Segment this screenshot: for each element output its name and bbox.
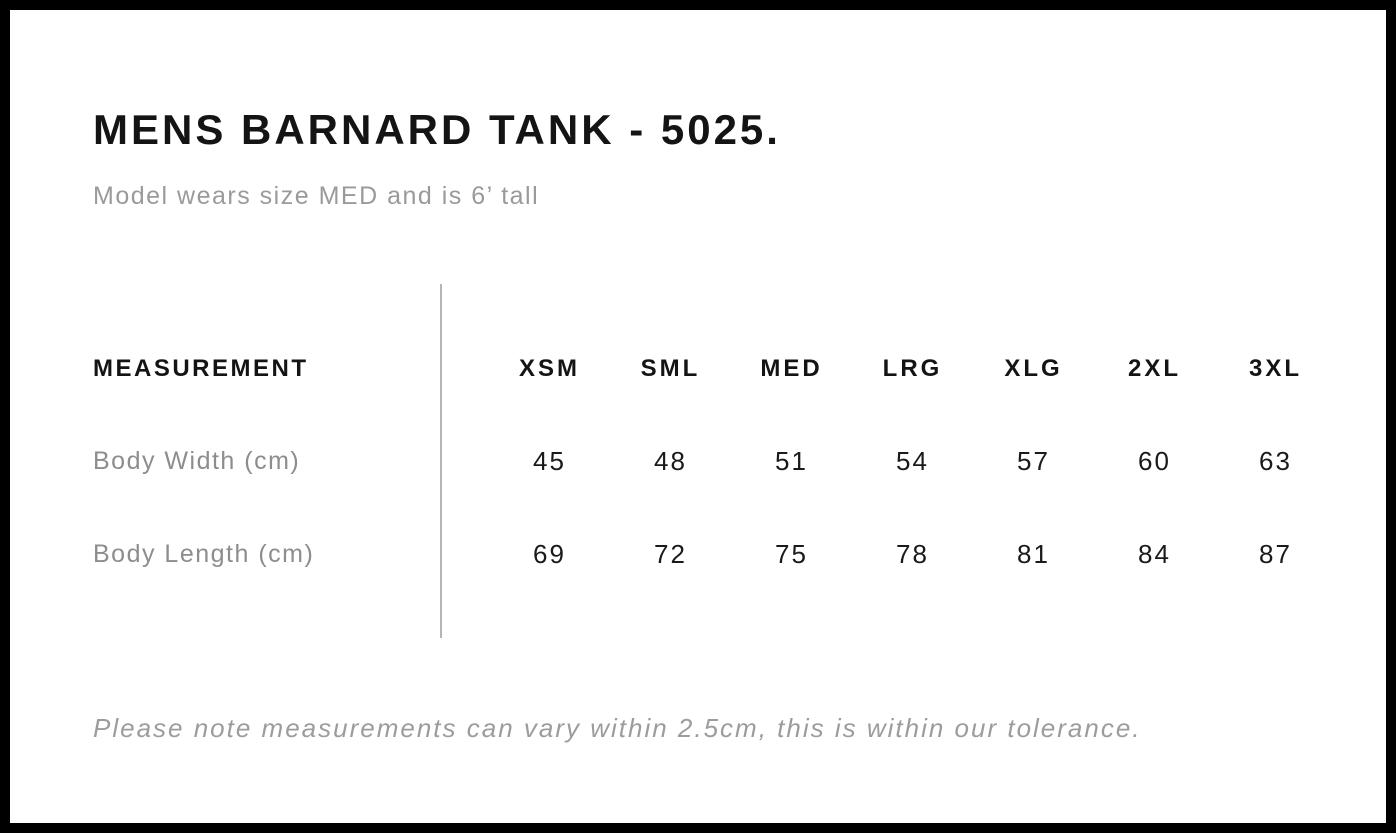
size-table-header-row: MEASUREMENT XSM SML MED LRG XLG 2XL 3XL: [93, 322, 1336, 415]
page-title: MENS BARNARD TANK - 5025.: [93, 106, 781, 153]
body-length-sml: 72: [654, 539, 687, 569]
size-col-header-3xl: 3XL: [1248, 354, 1302, 382]
size-col-header-med: MED: [760, 354, 823, 382]
body-width-3xl: 63: [1259, 446, 1292, 476]
size-col-header-2xl: 2XL: [1127, 354, 1181, 382]
body-width-med: 51: [775, 446, 808, 476]
body-width-2xl: 60: [1138, 446, 1171, 476]
body-length-med: 75: [775, 539, 808, 569]
body-length-xsm: 69: [533, 539, 566, 569]
size-col-header-lrg: LRG: [882, 354, 943, 382]
body-length-row: Body Length (cm) 69 72 75 78 81 84 87: [93, 508, 1336, 601]
body-length-lrg: 78: [896, 539, 929, 569]
row-label-body-width: Body Width (cm): [93, 447, 301, 475]
body-length-3xl: 87: [1259, 539, 1292, 569]
measurement-column-header: MEASUREMENT: [93, 354, 309, 382]
size-table: MEASUREMENT XSM SML MED LRG XLG 2XL 3XL …: [93, 322, 1336, 601]
body-length-2xl: 84: [1138, 539, 1171, 569]
body-width-row: Body Width (cm) 45 48 51 54 57 60 63: [93, 415, 1336, 508]
tolerance-note: Please note measurements can vary within…: [93, 713, 1142, 743]
body-width-xsm: 45: [533, 446, 566, 476]
body-length-xlg: 81: [1017, 539, 1050, 569]
body-width-lrg: 54: [896, 446, 929, 476]
row-label-body-length: Body Length (cm): [93, 540, 315, 568]
column-divider: [440, 284, 442, 638]
body-width-sml: 48: [654, 446, 687, 476]
size-col-header-sml: SML: [640, 354, 701, 382]
size-col-header-xlg: XLG: [1004, 354, 1063, 382]
body-width-xlg: 57: [1017, 446, 1050, 476]
model-size-note: Model wears size MED and is 6’ tall: [93, 182, 540, 210]
size-col-header-xsm: XSM: [518, 354, 580, 382]
